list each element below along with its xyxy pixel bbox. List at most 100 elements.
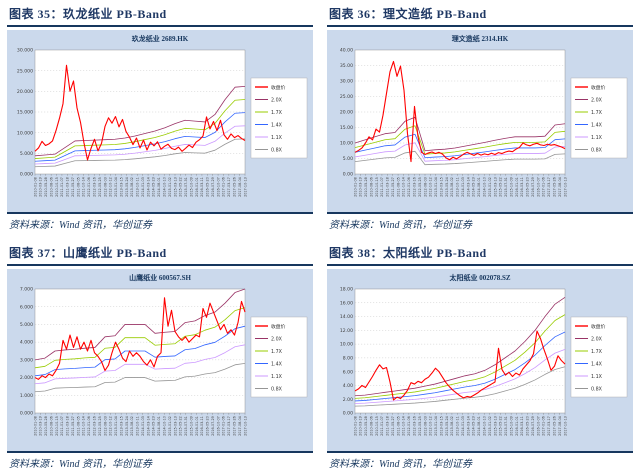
svg-text:1.7X: 1.7X [591,110,603,116]
svg-text:2011-03-18: 2011-03-18 [386,416,390,436]
svg-text:2015-07-31: 2015-07-31 [184,177,188,197]
figure-35-chart-panel: 玖龙纸业 2689.HK 0.000 5.000 10.000 15.000 20.00… [7,30,313,214]
svg-text:2014-01-03: 2014-01-03 [141,416,145,436]
svg-text:2012-03-16: 2012-03-16 [93,416,97,436]
svg-text:2011-08-05: 2011-08-05 [396,177,400,197]
svg-text:2010-08-06: 2010-08-06 [369,177,373,197]
svg-text:2015-01-02: 2015-01-02 [488,177,492,197]
svg-text:1.7X: 1.7X [271,110,283,116]
svg-text:2015-01-02: 2015-01-02 [168,416,172,436]
svg-text:30.000: 30.000 [17,48,33,54]
svg-text:2016-07-29: 2016-07-29 [531,416,535,436]
svg-text:2014-08-01: 2014-08-01 [157,416,161,436]
svg-text:2011-05-27: 2011-05-27 [391,177,395,197]
svg-text:2014-08-01: 2014-08-01 [477,177,481,197]
svg-text:2010-01-08: 2010-01-08 [353,177,357,197]
svg-text:5.000: 5.000 [20,151,33,157]
svg-text:2.0X: 2.0X [591,336,603,342]
pb-band-chart: 0.000 5.000 10.000 15.000 20.000 25.000 30.000… [7,44,313,212]
svg-text:0.000: 0.000 [20,172,33,178]
figure-38: 图表 38：太阳纸业 PB-Band 太阳纸业 002078.SZ 0.00 2.… [327,242,633,470]
svg-text:2010-05-28: 2010-05-28 [44,416,48,436]
svg-text:2017-08-04: 2017-08-04 [238,416,242,436]
svg-text:2015-03-13: 2015-03-13 [173,177,177,197]
svg-text:2015-10-09: 2015-10-09 [509,416,513,436]
svg-text:2.0X: 2.0X [591,97,603,103]
svg-text:2013-03-15: 2013-03-15 [439,416,443,436]
svg-text:2012-05-25: 2012-05-25 [418,177,422,197]
svg-text:2013-08-02: 2013-08-02 [450,177,454,197]
svg-text:2.00: 2.00 [343,397,353,403]
svg-text:2015-03-13: 2015-03-13 [493,416,497,436]
svg-text:2010-03-19: 2010-03-19 [359,416,363,436]
svg-text:2011-10-14: 2011-10-14 [402,177,406,197]
svg-text:1.4X: 1.4X [271,361,283,367]
svg-text:2013-01-04: 2013-01-04 [434,177,438,197]
svg-text:2014-03-14: 2014-03-14 [466,416,470,436]
svg-text:10.00: 10.00 [340,141,353,147]
svg-text:18.00: 18.00 [340,287,353,293]
svg-text:1.1X: 1.1X [591,135,603,141]
svg-text:2015-03-13: 2015-03-13 [173,416,177,436]
svg-text:2010-08-06: 2010-08-06 [369,416,373,436]
svg-text:2012-03-16: 2012-03-16 [93,177,97,197]
svg-text:2016-05-20: 2016-05-20 [206,177,210,197]
svg-text:2014-01-03: 2014-01-03 [461,416,465,436]
svg-text:2014-03-14: 2014-03-14 [146,177,150,197]
svg-text:2013-03-15: 2013-03-15 [119,177,123,197]
svg-text:2014-01-03: 2014-01-03 [461,177,465,197]
svg-text:12.00: 12.00 [340,328,353,334]
svg-text:2011-03-18: 2011-03-18 [66,177,70,197]
pb-band-chart: 0.00 2.00 4.00 6.00 8.00 10.00 12.00 14.00 16.00… [327,283,633,451]
svg-text:2013-10-11: 2013-10-11 [456,177,460,197]
svg-text:40.00: 40.00 [340,48,353,54]
svg-text:2014-08-01: 2014-08-01 [477,416,481,436]
svg-text:2017-01-06: 2017-01-06 [222,177,226,197]
svg-text:2010-05-28: 2010-05-28 [44,177,48,197]
svg-text:2013-05-24: 2013-05-24 [445,177,449,197]
svg-text:2012-01-06: 2012-01-06 [407,416,411,436]
svg-text:20.000: 20.000 [17,89,33,95]
svg-text:0.00: 0.00 [343,411,353,417]
svg-text:2017-05-26: 2017-05-26 [233,177,237,197]
svg-text:2013-08-02: 2013-08-02 [130,177,134,197]
source-note: 资料来源：Wind 资讯，华创证券 [329,459,473,470]
svg-text:2012-08-03: 2012-08-03 [103,416,107,436]
svg-text:2014-05-23: 2014-05-23 [152,177,156,197]
svg-text:6.000: 6.000 [20,304,33,310]
svg-text:30.00: 30.00 [340,79,353,85]
svg-text:2011-03-18: 2011-03-18 [66,416,70,436]
svg-text:2016-05-20: 2016-05-20 [526,177,530,197]
svg-text:8.00: 8.00 [343,355,353,361]
svg-text:1.4X: 1.4X [271,122,283,128]
svg-text:1.000: 1.000 [20,393,33,399]
svg-text:2011-10-14: 2011-10-14 [82,416,86,436]
svg-text:2014-03-14: 2014-03-14 [466,177,470,197]
svg-text:2010-08-06: 2010-08-06 [49,416,53,436]
svg-text:2016-10-07: 2016-10-07 [536,416,540,436]
svg-text:2012-10-12: 2012-10-12 [429,416,433,436]
chart-inner-title: 玖龙纸业 2689.HK [131,35,189,43]
svg-text:2014-05-23: 2014-05-23 [472,177,476,197]
svg-text:1.4X: 1.4X [591,122,603,128]
svg-text:2012-03-16: 2012-03-16 [413,416,417,436]
svg-text:2015-01-02: 2015-01-02 [488,416,492,436]
svg-text:2017-05-26: 2017-05-26 [553,416,557,436]
svg-text:2017-01-06: 2017-01-06 [542,416,546,436]
svg-text:2013-05-24: 2013-05-24 [445,416,449,436]
svg-text:2010-01-08: 2010-01-08 [33,177,37,197]
svg-text:2014-10-10: 2014-10-10 [483,177,487,197]
source-note: 资料来源：Wind 资讯，华创证券 [9,220,153,231]
svg-text:2015-03-13: 2015-03-13 [493,177,497,197]
svg-text:2014-10-10: 2014-10-10 [483,416,487,436]
svg-text:2012-08-03: 2012-08-03 [103,177,107,197]
svg-text:2011-01-07: 2011-01-07 [380,177,384,197]
chart-inner-title: 山鹰纸业 600567.SH [129,274,191,282]
svg-text:2015-01-02: 2015-01-02 [168,177,172,197]
svg-text:2016-07-29: 2016-07-29 [211,177,215,197]
chart-inner-title: 理文造纸 2314.HK [451,35,509,43]
source-note: 资料来源：Wind 资讯，华创证券 [9,459,153,470]
svg-text:2017-05-26: 2017-05-26 [553,177,557,197]
svg-text:2010-05-28: 2010-05-28 [364,177,368,197]
